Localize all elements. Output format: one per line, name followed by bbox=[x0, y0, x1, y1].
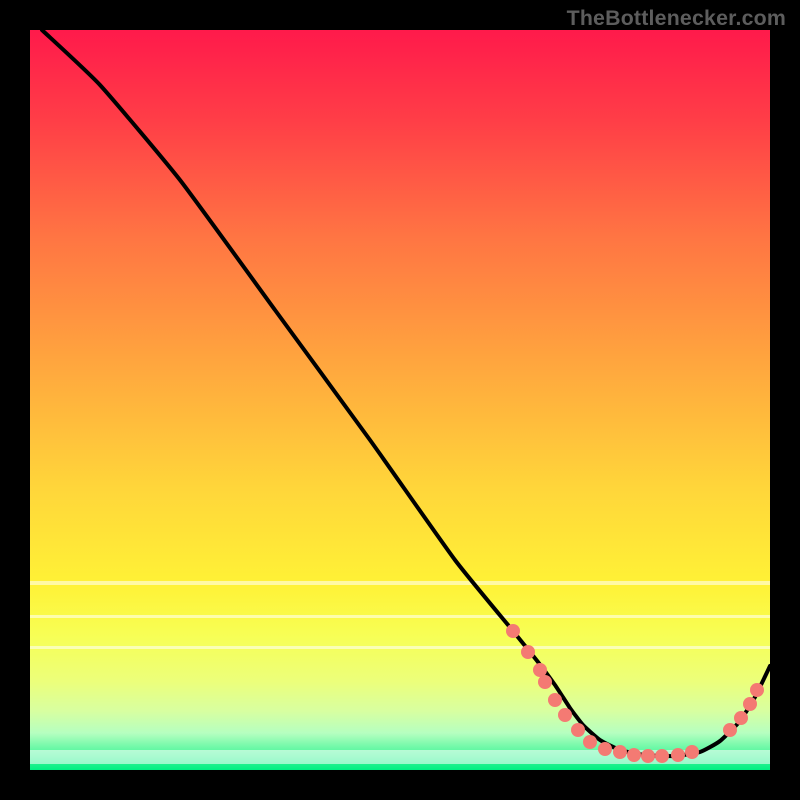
plot-area bbox=[30, 30, 770, 770]
marker-point bbox=[558, 708, 572, 722]
marker-point bbox=[538, 675, 552, 689]
watermark-text: TheBottlenecker.com bbox=[567, 6, 786, 31]
marker-point bbox=[571, 723, 585, 737]
marker-point bbox=[750, 683, 764, 697]
chart-frame: TheBottlenecker.com bbox=[0, 0, 800, 800]
marker-point bbox=[627, 748, 641, 762]
marker-point bbox=[583, 735, 597, 749]
marker-point bbox=[641, 749, 655, 763]
marker-point bbox=[521, 645, 535, 659]
marker-point bbox=[598, 742, 612, 756]
marker-point bbox=[671, 748, 685, 762]
marker-point bbox=[743, 697, 757, 711]
marker-point bbox=[548, 693, 562, 707]
marker-point bbox=[734, 711, 748, 725]
marker-point bbox=[655, 749, 669, 763]
curve-markers bbox=[506, 624, 764, 763]
marker-point bbox=[506, 624, 520, 638]
marker-point bbox=[723, 723, 737, 737]
marker-point bbox=[613, 745, 627, 759]
marker-point bbox=[533, 663, 547, 677]
marker-point bbox=[685, 745, 699, 759]
curve-line bbox=[42, 30, 770, 756]
chart-svg bbox=[30, 30, 770, 770]
